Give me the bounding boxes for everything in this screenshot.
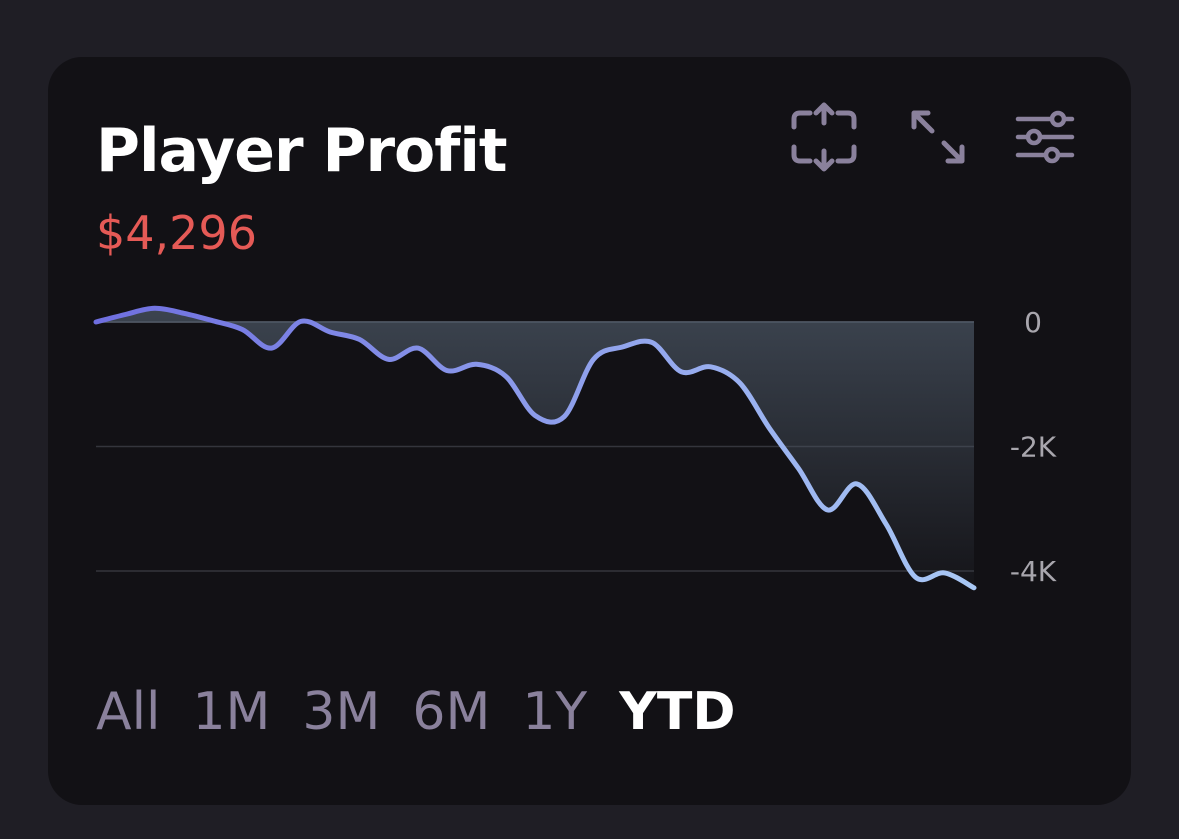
focus-refresh-icon [791, 102, 857, 172]
data-point [913, 575, 917, 579]
data-point [504, 374, 508, 378]
profit-series-line [93, 305, 977, 591]
data-point [153, 306, 157, 310]
data-point [826, 508, 830, 512]
data-point [562, 415, 566, 419]
range-1y[interactable]: 1Y [522, 682, 588, 742]
data-point [796, 466, 800, 470]
data-point [738, 381, 742, 385]
expand-icon [911, 110, 965, 164]
data-point [357, 337, 361, 341]
area-fill [96, 308, 974, 588]
data-point [182, 311, 186, 315]
range-1m[interactable]: 1M [192, 682, 271, 742]
range-ytd[interactable]: YTD [619, 682, 736, 742]
data-point [270, 346, 274, 350]
data-point [123, 313, 127, 317]
time-range-selector: All 1M 3M 6M 1Y YTD [96, 682, 735, 742]
focus-refresh-button[interactable] [784, 97, 864, 177]
data-point [592, 357, 596, 361]
sliders-icon [1015, 110, 1075, 164]
data-point [943, 571, 947, 575]
profit-value: $4,296 [96, 206, 257, 260]
y-axis-tick-label: -4K [1010, 555, 1057, 588]
data-point [679, 370, 683, 374]
range-6m[interactable]: 6M [412, 682, 491, 742]
range-all[interactable]: All [96, 682, 161, 742]
data-point [299, 319, 303, 323]
data-point [445, 369, 449, 373]
data-point [240, 327, 244, 331]
data-point [328, 330, 332, 334]
data-point [621, 345, 625, 349]
data-point [884, 522, 888, 526]
widget-title: Player Profit [96, 116, 508, 186]
filter-settings-button[interactable] [1006, 97, 1086, 177]
y-axis-tick-label: 0 [1024, 306, 1042, 339]
profit-chart: 0 -2K -4K [93, 305, 1057, 591]
data-point [767, 426, 771, 430]
data-point [94, 320, 98, 324]
data-point [972, 586, 976, 590]
range-3m[interactable]: 3M [302, 682, 381, 742]
y-axis-tick-label: -2K [1010, 431, 1057, 464]
data-point [650, 341, 654, 345]
data-point [533, 413, 537, 417]
player-profit-card: Player Profit $4,296 [48, 57, 1131, 805]
expand-button[interactable] [898, 97, 978, 177]
data-point [709, 365, 713, 369]
data-point [387, 357, 391, 361]
data-point [211, 319, 215, 323]
data-point [855, 482, 859, 486]
data-point [416, 346, 420, 350]
data-point [474, 362, 478, 366]
